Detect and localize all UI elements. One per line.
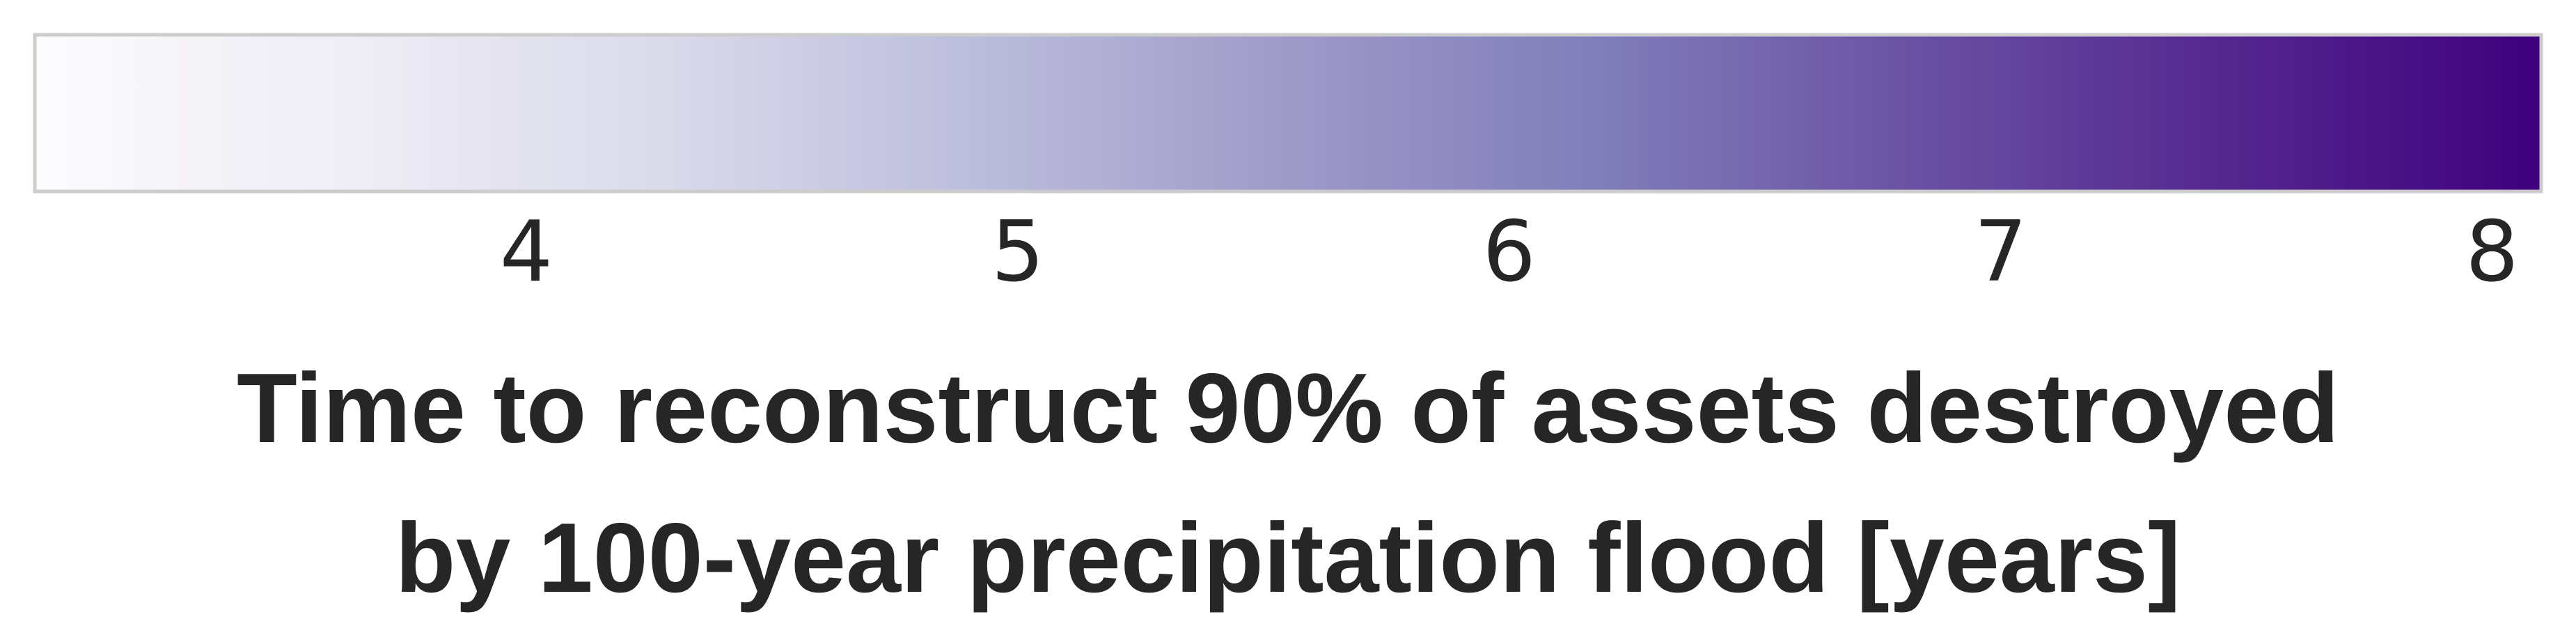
colorbar-ticks: 4 5 6 7 8 [500,204,2519,301]
colorbar-label-line-2: by 100-year precipitation flood [years] [395,503,2181,613]
tick-label-6: 6 [1482,204,1535,301]
tick-label-5: 5 [991,204,1044,301]
tick-label-7: 7 [1974,204,2027,301]
colorbar-label-line-1: Time to reconstruct 90% of assets destro… [237,353,2339,464]
tick-label-4: 4 [500,204,553,301]
tick-label-8: 8 [2465,204,2518,301]
colorbar-gradient-bar [33,33,2543,194]
